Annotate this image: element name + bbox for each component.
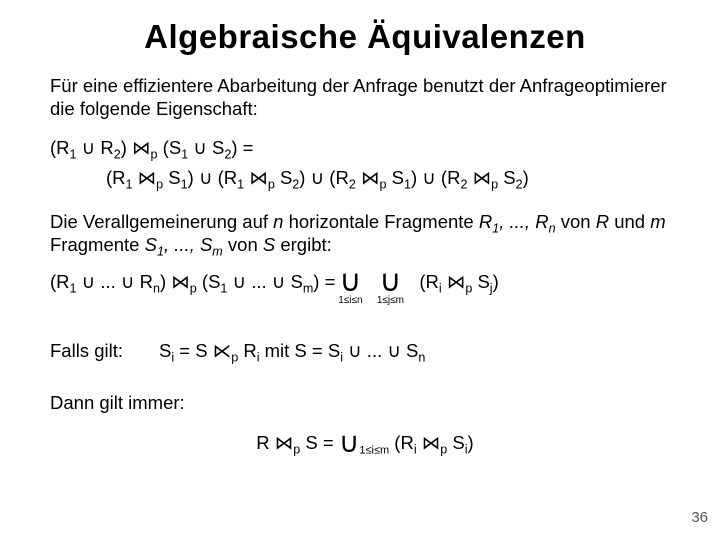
falls-text: Falls gilt: Si = S ⋉p Ri mit S = Si ∪ ..… — [50, 316, 680, 387]
bigcup-i-icon: ∪ 1≤i≤n — [339, 270, 361, 294]
page-number: 36 — [691, 509, 708, 526]
equation-1: (R1 ∪ R2) ⋈p (S1 ∪ S2) = (R1 ⋈p S1) ∪ (R… — [50, 134, 680, 194]
equation-3: R ⋈p S = ∪1≤i≤m (Ri ⋈p Si) — [50, 429, 680, 459]
equation-2: (R1 ∪ ... ∪ Rn) ⋈p (S1 ∪ ... ∪ Sm) = ∪ 1… — [50, 270, 680, 294]
bigcup-j-icon: ∪ 1≤j≤m — [379, 270, 401, 294]
intro-text: Für eine effizientere Abarbeitung der An… — [50, 74, 680, 120]
dann-text: Dann gilt immer: — [50, 391, 680, 414]
bigcup-icon: ∪ — [339, 433, 360, 455]
generalization-text: Die Verallgemeinerung auf n horizontale … — [50, 210, 680, 256]
slide-title: Algebraische Äquivalenzen — [50, 18, 680, 56]
